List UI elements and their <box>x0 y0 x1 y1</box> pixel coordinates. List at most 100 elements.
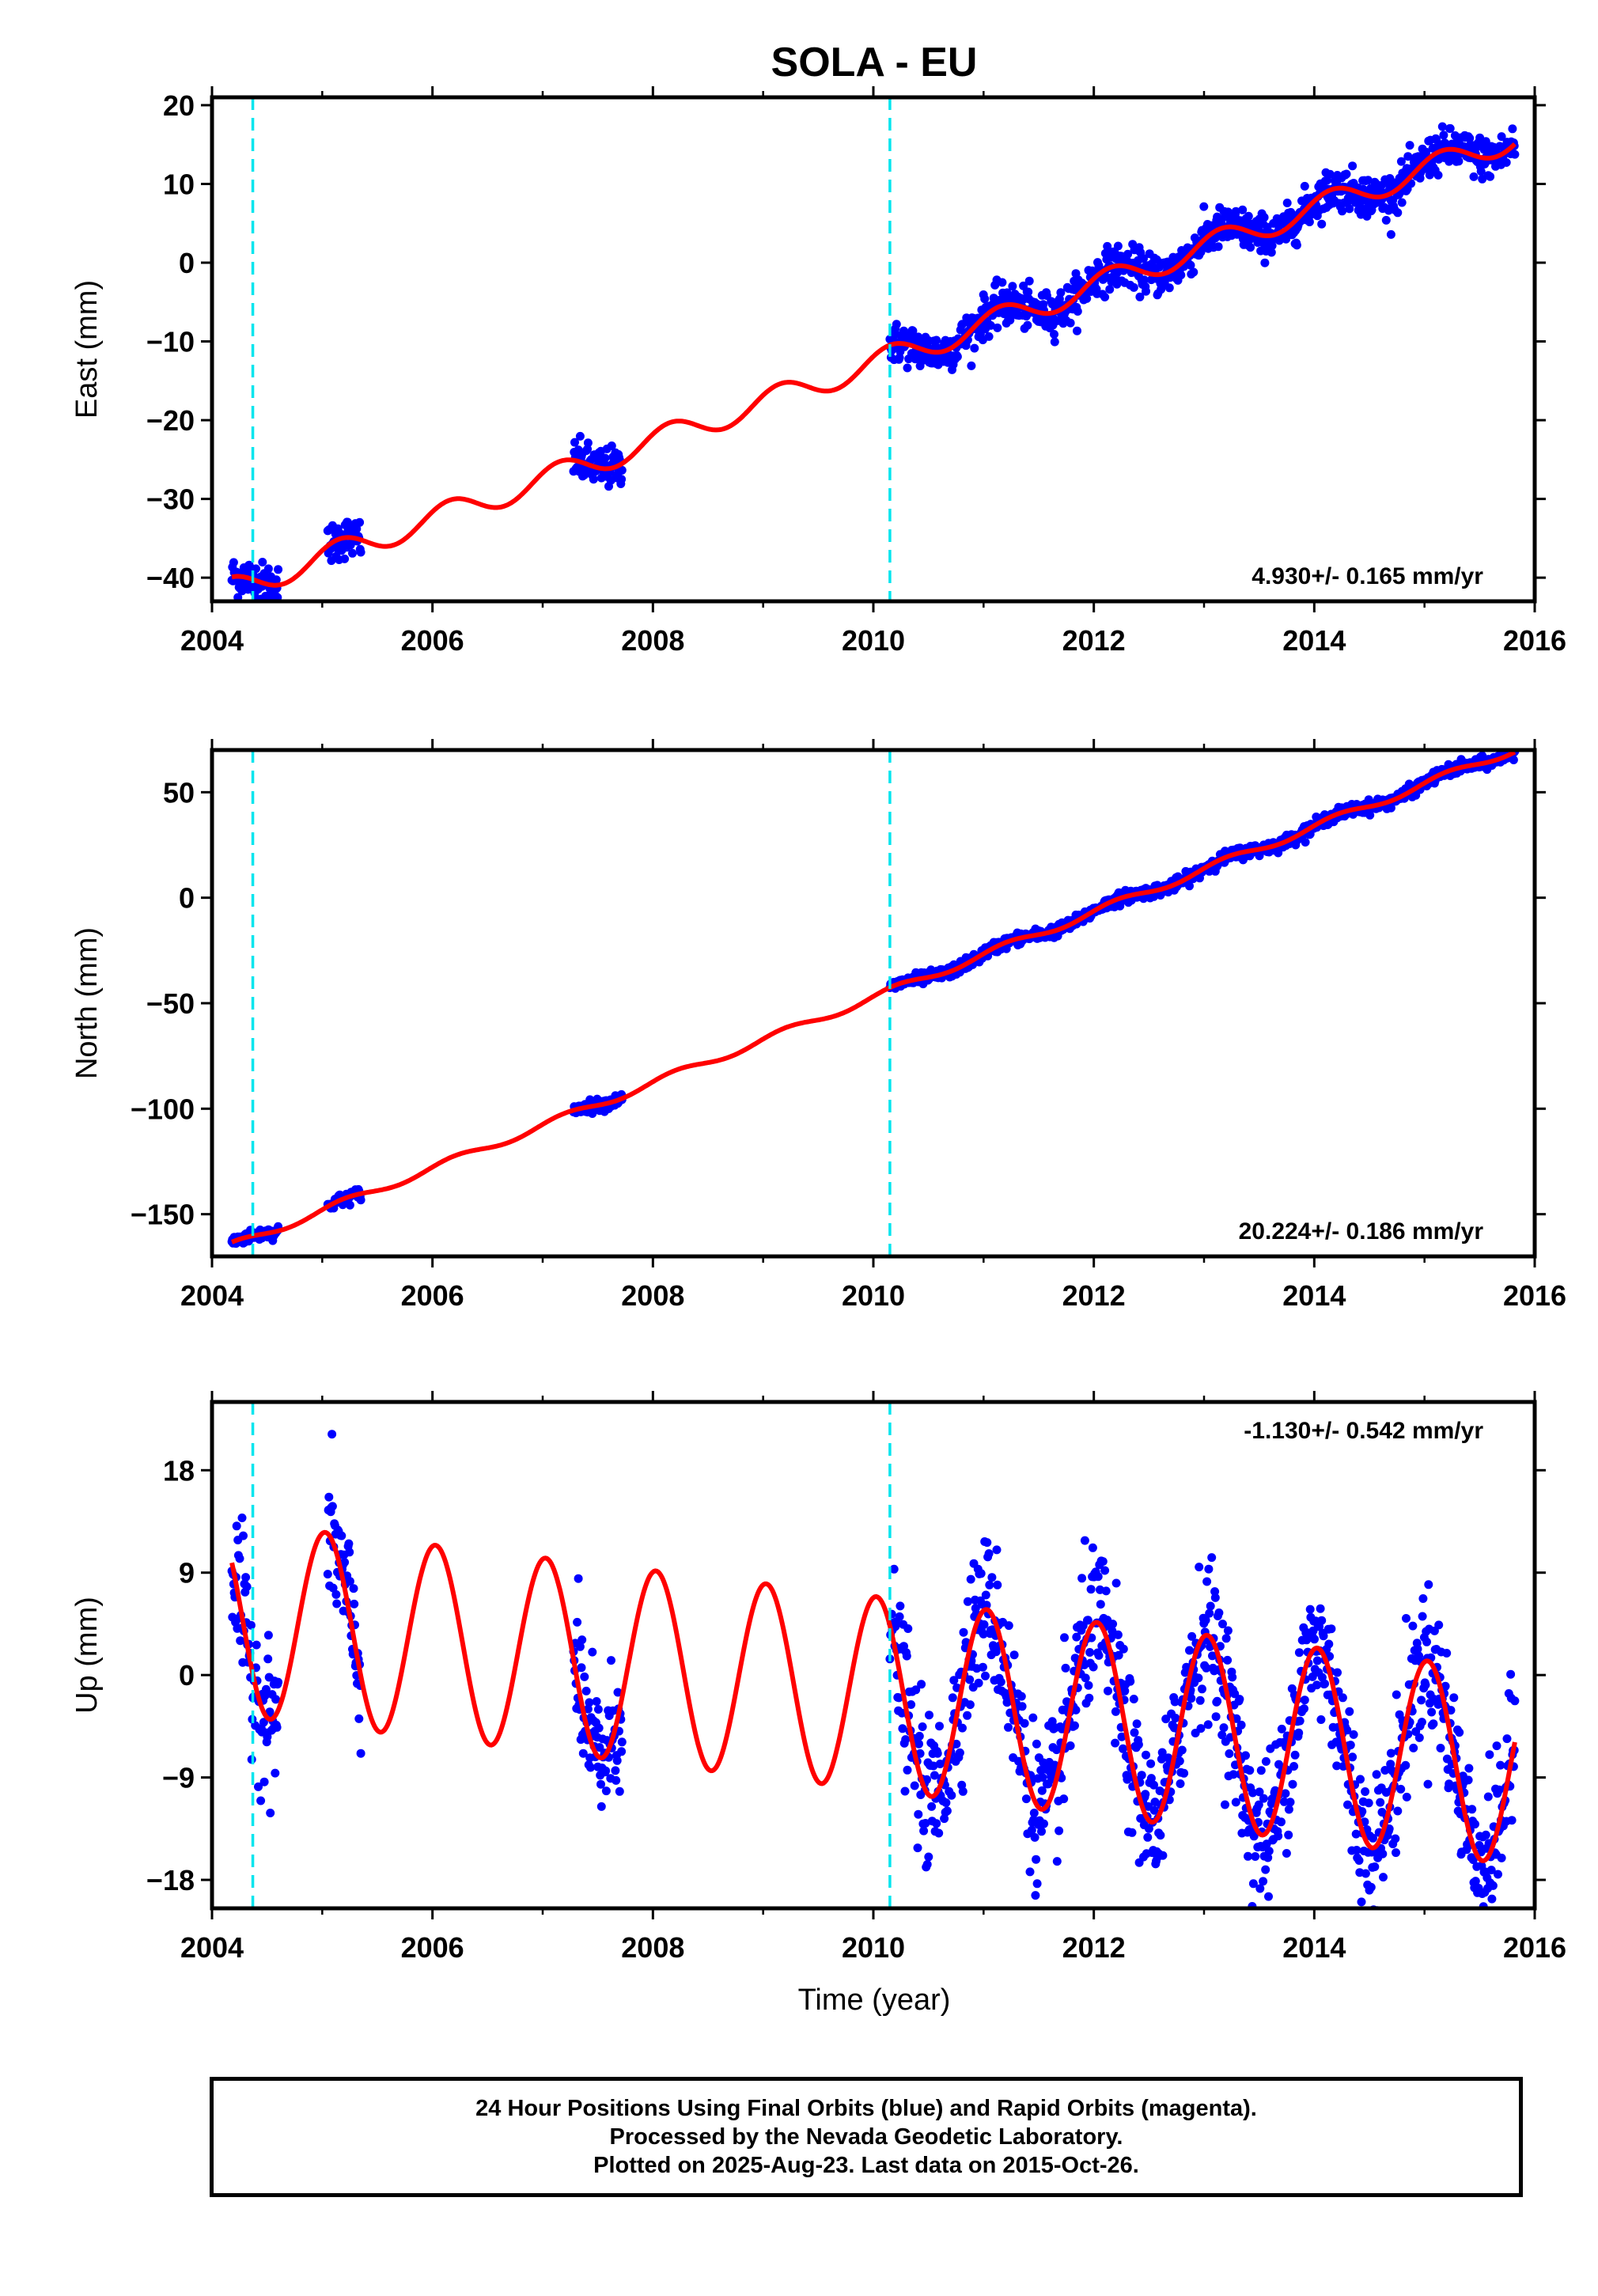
data-point <box>274 565 283 574</box>
data-point <box>985 1580 994 1589</box>
data-point <box>259 1777 269 1786</box>
data-point <box>345 1200 354 1210</box>
data-point <box>331 1589 341 1599</box>
data-point <box>1393 1806 1403 1816</box>
velocity-label: 20.224+/- 0.186 mm/yr <box>1239 1218 1484 1245</box>
data-point <box>1274 848 1283 858</box>
data-point <box>1244 1851 1252 1861</box>
data-point <box>1157 1748 1167 1757</box>
data-point <box>1396 157 1406 166</box>
data-point <box>1142 1750 1150 1760</box>
data-point <box>1418 1594 1428 1603</box>
data-point <box>1017 1692 1026 1701</box>
data-point <box>1156 1831 1165 1840</box>
data-point <box>1214 1608 1224 1617</box>
data-point <box>1071 1705 1081 1714</box>
data-point <box>1305 1605 1315 1614</box>
data-point <box>577 1663 586 1673</box>
data-point <box>250 602 259 611</box>
x-tick-label: 2008 <box>621 1931 684 1964</box>
x-tick-label: 2008 <box>621 624 684 657</box>
data-point <box>1259 1877 1268 1886</box>
data-point <box>1037 1786 1047 1795</box>
data-point <box>1434 1620 1444 1630</box>
data-point <box>1024 276 1034 286</box>
data-point <box>1277 1817 1286 1827</box>
data-point <box>1485 1750 1494 1760</box>
data-point <box>1255 1884 1265 1893</box>
data-point <box>987 1573 997 1582</box>
data-point <box>1497 132 1506 142</box>
x-tick-label: 2014 <box>1282 1279 1346 1312</box>
data-point <box>1248 1879 1258 1889</box>
data-point <box>1475 1840 1484 1850</box>
data-point <box>892 320 901 329</box>
data-point <box>1469 172 1479 181</box>
data-point <box>241 1573 251 1582</box>
data-point <box>1202 1663 1211 1673</box>
data-point <box>1204 1564 1214 1574</box>
data-point <box>1294 1648 1304 1658</box>
data-point <box>1030 1832 1039 1842</box>
data-point <box>914 1739 923 1749</box>
data-point <box>1317 1616 1327 1625</box>
x-tick-label: 2014 <box>1282 624 1346 657</box>
data-point <box>1082 294 1092 303</box>
data-point <box>993 323 1002 332</box>
data-point <box>1248 1788 1258 1798</box>
panel-east: 2004 2006 2008 2010 2012 2014 201620100−10−20−… <box>70 86 1566 657</box>
data-point <box>1454 157 1464 166</box>
data-point <box>1439 131 1448 140</box>
data-point <box>1349 1730 1358 1739</box>
data-point <box>914 1809 923 1819</box>
data-point <box>1189 267 1198 277</box>
data-point <box>1413 1644 1422 1654</box>
data-point <box>1354 1856 1364 1865</box>
data-point <box>585 1698 594 1707</box>
data-point <box>274 1677 283 1687</box>
data-point <box>996 1677 1005 1687</box>
data-point <box>1137 1771 1146 1780</box>
data-point <box>1145 1911 1154 1920</box>
data-point <box>894 1693 903 1703</box>
data-point <box>261 1684 271 1694</box>
y-axis-label: North (mm) <box>70 927 104 1079</box>
data-point <box>1105 285 1115 294</box>
data-point <box>1238 205 1248 214</box>
data-point <box>933 1749 942 1758</box>
data-point <box>1405 141 1414 150</box>
data-point <box>1259 213 1269 222</box>
data-point <box>1418 1612 1427 1621</box>
plot-frame <box>210 1400 1537 1911</box>
data-point <box>577 1635 587 1645</box>
data-point <box>589 475 598 484</box>
data-point <box>1372 1770 1381 1779</box>
data-point <box>932 1819 941 1828</box>
data-point <box>1319 1631 1328 1641</box>
data-point <box>976 1569 986 1578</box>
data-point <box>1195 1695 1205 1705</box>
data-point <box>903 363 912 373</box>
data-point <box>1194 1673 1203 1683</box>
data-point <box>1403 152 1413 161</box>
data-point <box>1083 1616 1092 1625</box>
data-point <box>914 1731 924 1741</box>
data-point <box>1342 1726 1352 1735</box>
data-point <box>1021 1794 1031 1804</box>
data-point <box>922 1860 932 1869</box>
data-point <box>586 1763 595 1772</box>
data-point <box>1316 1604 1325 1613</box>
data-point <box>601 1766 611 1775</box>
data-point <box>1017 1702 1027 1711</box>
data-point <box>1084 1680 1093 1690</box>
data-point <box>1378 1849 1388 1858</box>
data-point <box>1342 169 1351 179</box>
x-tick-label: 2014 <box>1282 1931 1346 1964</box>
data-point <box>935 1722 944 1731</box>
data-point <box>911 1685 921 1695</box>
data-point <box>1481 1830 1490 1839</box>
data-point <box>965 1700 975 1710</box>
y-tick-label: −10 <box>146 326 195 358</box>
data-point <box>919 1826 929 1836</box>
